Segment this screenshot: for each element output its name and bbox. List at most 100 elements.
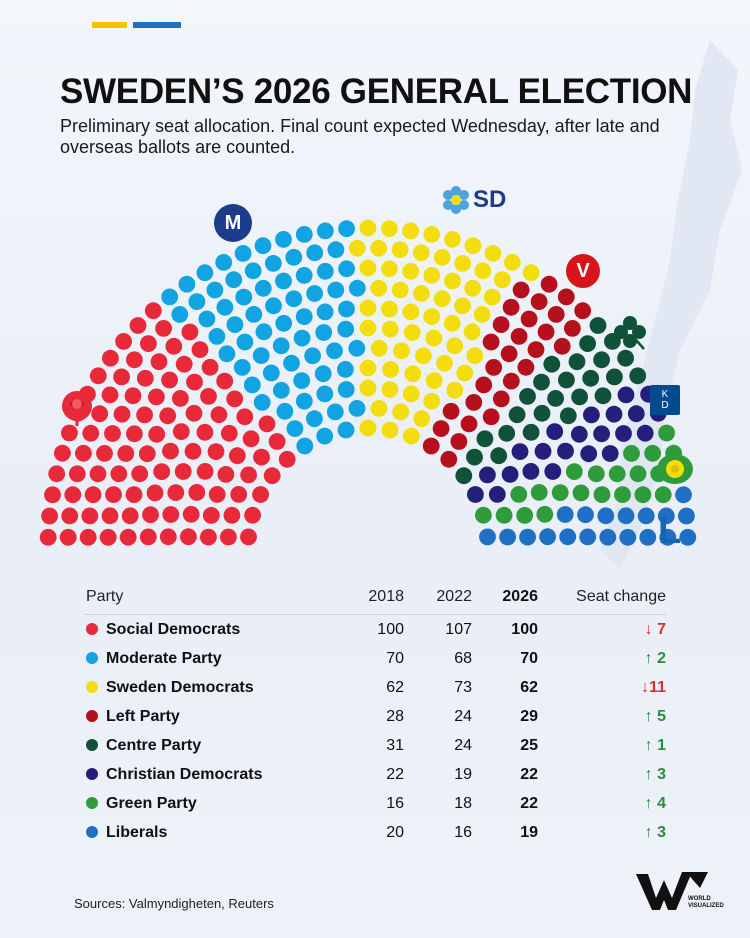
cell-2022: 19 bbox=[454, 765, 472, 783]
seat-dot bbox=[679, 528, 697, 546]
seat-dot bbox=[587, 465, 605, 483]
seat-dot bbox=[275, 272, 292, 290]
party-name: Moderate Party bbox=[106, 649, 222, 667]
seat-dot bbox=[172, 390, 189, 407]
table-body: Social Democrats 100 107 100 ↓ 7 Moderate Par… bbox=[84, 615, 666, 848]
seat-dot bbox=[570, 425, 588, 443]
seat-dot bbox=[226, 316, 244, 333]
seat-dot bbox=[196, 264, 214, 282]
cell-2026: 62 bbox=[520, 678, 538, 696]
seat-dot bbox=[402, 385, 420, 403]
seat-dot bbox=[196, 423, 214, 441]
seat-dot bbox=[530, 293, 548, 310]
seat-dot bbox=[510, 486, 528, 503]
table-row: Sweden Democrats 62 73 62 ↓11 bbox=[84, 673, 666, 702]
kd-logo-top-letter: K bbox=[661, 389, 669, 400]
seat-dot bbox=[527, 341, 545, 358]
seat-dot bbox=[81, 507, 99, 525]
seat-dot bbox=[499, 528, 516, 546]
seat-dot bbox=[597, 507, 615, 525]
seat-dot bbox=[245, 306, 263, 323]
cell-2022: 24 bbox=[454, 707, 472, 725]
seat-dot bbox=[295, 308, 313, 325]
seat-dot bbox=[601, 445, 619, 462]
seat-dot bbox=[537, 323, 555, 341]
seat-dot bbox=[89, 465, 107, 483]
seat-dot bbox=[196, 463, 214, 480]
seat-dot bbox=[517, 358, 535, 376]
party-name: Liberals bbox=[106, 823, 168, 841]
seat-dot bbox=[102, 349, 119, 367]
seat-dot bbox=[467, 486, 484, 503]
seat-dot bbox=[185, 404, 203, 422]
seat-dot bbox=[59, 528, 77, 546]
party-cell: Moderate Party bbox=[84, 644, 326, 673]
seat-dot bbox=[226, 390, 244, 408]
seat-dot bbox=[475, 506, 492, 524]
seat-dot bbox=[617, 349, 634, 367]
seat-dot bbox=[381, 320, 399, 338]
seat-dot bbox=[84, 486, 102, 504]
seat-dot bbox=[558, 371, 575, 389]
sweden-map-silhouette bbox=[600, 40, 742, 570]
seat-dot bbox=[207, 443, 225, 460]
seat-dot bbox=[140, 335, 157, 352]
party-color-dot bbox=[86, 825, 98, 838]
seat-dot bbox=[113, 368, 130, 386]
party-name: Social Democrats bbox=[106, 620, 241, 638]
seat-dot bbox=[606, 368, 623, 386]
seat-dot bbox=[306, 285, 323, 302]
seat-dot bbox=[181, 323, 199, 341]
seat-dot bbox=[392, 403, 410, 421]
seat-dot bbox=[348, 239, 366, 257]
seat-dot bbox=[500, 345, 518, 363]
seat-dot bbox=[659, 528, 677, 546]
seat-dot bbox=[255, 323, 273, 341]
seat-dot bbox=[91, 405, 109, 423]
seat-dot bbox=[208, 328, 226, 345]
party-color-dot bbox=[86, 709, 98, 722]
seat-dot bbox=[316, 262, 334, 280]
seat-dot bbox=[326, 403, 344, 421]
world-visualized-logo-icon bbox=[636, 872, 708, 910]
left-logo-letter: V bbox=[576, 259, 590, 282]
seat-dot bbox=[230, 486, 248, 503]
seat-dot bbox=[359, 359, 377, 377]
seat-dot bbox=[253, 394, 271, 411]
seat-dot bbox=[579, 528, 597, 546]
seat-dot bbox=[464, 237, 482, 255]
party-color-dot bbox=[86, 767, 98, 780]
seat-dot bbox=[105, 486, 122, 503]
seat-dot bbox=[223, 506, 241, 524]
seat-dot bbox=[48, 465, 66, 483]
seat-dot bbox=[547, 306, 565, 323]
seat-dot bbox=[370, 239, 388, 257]
seat-dot bbox=[423, 392, 441, 410]
seat-dot bbox=[546, 423, 564, 440]
seat-dot bbox=[265, 297, 282, 315]
seat-dot bbox=[359, 319, 377, 337]
christian-democrats-logo-icon: K D bbox=[650, 385, 680, 415]
seat-dot bbox=[559, 528, 577, 546]
table-row: Social Democrats 100 107 100 ↓ 7 bbox=[84, 615, 666, 645]
seat-dot bbox=[285, 248, 303, 266]
seat-dot bbox=[326, 342, 343, 360]
party-cell: Liberals bbox=[84, 818, 326, 847]
seat-dot bbox=[244, 506, 261, 524]
seat-dot bbox=[454, 255, 472, 272]
seat-dot bbox=[243, 376, 261, 394]
seat-dot bbox=[161, 288, 179, 306]
seat-dot bbox=[304, 347, 321, 365]
seat-dot bbox=[433, 248, 451, 266]
seat-change-cell: ↑ 3 bbox=[644, 765, 666, 783]
seat-dot bbox=[96, 445, 113, 462]
seat-dot bbox=[148, 425, 166, 443]
seat-dot bbox=[593, 425, 610, 443]
table-row: Christian Democrats 22 19 22 ↑ 3 bbox=[84, 760, 666, 789]
seat-dot bbox=[79, 528, 97, 546]
seat-dot bbox=[381, 260, 398, 278]
seat-dot bbox=[101, 507, 119, 525]
seat-dot bbox=[315, 324, 333, 341]
seat-dot bbox=[44, 486, 61, 504]
seat-dot bbox=[446, 337, 464, 355]
